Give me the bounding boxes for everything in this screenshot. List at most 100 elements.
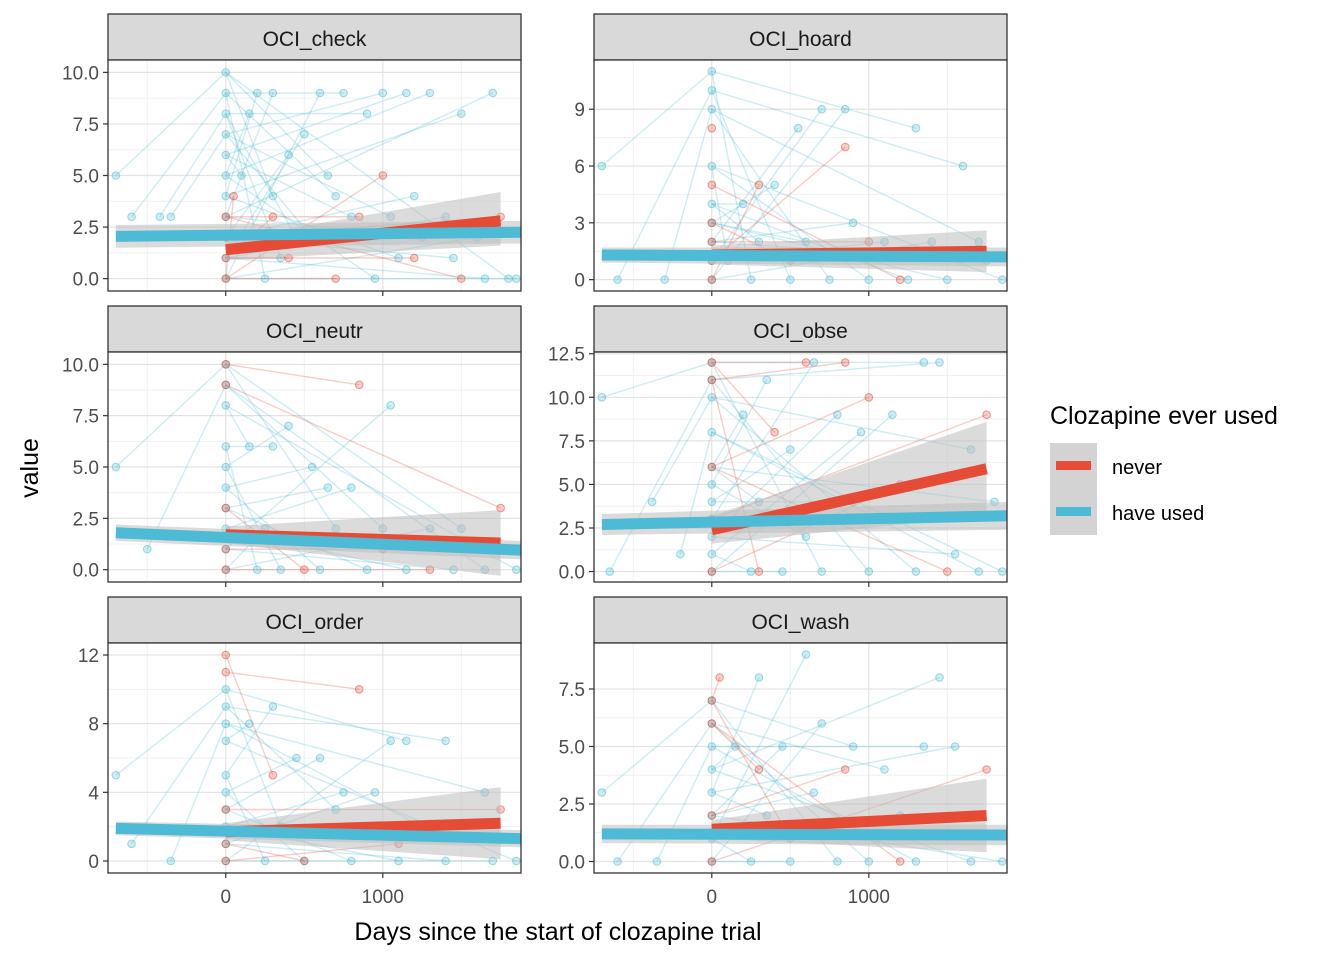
- data-point-have-used: [370, 274, 380, 283]
- legend-label-never: never: [1112, 457, 1162, 479]
- data-point-never: [840, 358, 850, 367]
- data-point-have-used: [935, 673, 944, 682]
- data-point-never: [801, 358, 811, 367]
- y-tick-label: 0: [574, 271, 585, 292]
- trajectory-line-have-used: [115, 71, 227, 177]
- data-point-never: [895, 275, 905, 284]
- data-point-never: [221, 503, 231, 513]
- data-point-never: [707, 719, 717, 728]
- trajectory-line-have-used: [711, 677, 760, 793]
- data-point-have-used: [707, 788, 717, 797]
- trajectory-line-have-used: [115, 688, 227, 776]
- data-point-have-used: [809, 788, 819, 797]
- data-point-never: [299, 856, 309, 866]
- data-point-have-used: [605, 567, 615, 576]
- trajectory-line-have-used: [225, 688, 407, 742]
- y-tick-label: 0.0: [559, 563, 585, 584]
- data-point-have-used: [919, 742, 929, 751]
- data-point-never: [221, 856, 231, 866]
- trajectory-line-have-used: [711, 745, 736, 771]
- y-tick-label: 10.0: [62, 63, 99, 84]
- trajectory-line-have-used: [711, 108, 823, 262]
- trajectory-line-have-used: [225, 113, 250, 176]
- data-point-never: [707, 180, 717, 190]
- y-axis-title: value: [16, 438, 44, 498]
- y-tick-label: 12: [78, 646, 99, 667]
- y-tick-label: 2.5: [73, 509, 99, 530]
- data-point-have-used: [707, 742, 717, 751]
- strip-label-oci-neutr: OCI_neutr: [266, 320, 363, 343]
- strip-oci-order: [107, 596, 522, 644]
- data-point-have-used: [707, 765, 717, 774]
- data-point-have-used: [785, 275, 795, 284]
- data-point-never: [943, 567, 952, 576]
- data-point-have-used: [402, 88, 411, 98]
- x-tick-label: 0: [220, 887, 231, 908]
- y-tick-label: 4: [88, 783, 99, 804]
- data-point-have-used: [402, 736, 411, 746]
- data-point-have-used: [707, 393, 717, 402]
- data-point-never: [221, 274, 231, 283]
- trajectory-line-have-used: [711, 791, 768, 817]
- trajectory-line-have-used: [225, 384, 384, 530]
- strip-label-oci-order: OCI_order: [265, 611, 363, 634]
- data-point-have-used: [958, 161, 968, 171]
- trajectory-line-have-used: [711, 222, 807, 243]
- y-tick-label: 7.5: [73, 407, 99, 428]
- trajectory-line-have-used: [159, 113, 227, 218]
- data-point-never: [221, 667, 231, 677]
- trajectory-line-have-used: [225, 843, 446, 862]
- trajectory-line-never: [711, 361, 846, 381]
- data-point-have-used: [221, 685, 231, 694]
- data-point-never: [707, 237, 717, 247]
- data-point-have-used: [268, 442, 278, 451]
- data-point-have-used: [997, 857, 1007, 866]
- strip-label-oci-check: OCI_check: [263, 28, 367, 51]
- trajectory-line-have-used: [711, 722, 885, 771]
- data-point-have-used: [793, 123, 803, 133]
- x-tick-label: 1000: [848, 887, 890, 908]
- trajectory-line-have-used: [651, 396, 713, 503]
- trend-line-have-used: [601, 828, 1008, 841]
- data-point-have-used: [903, 275, 913, 284]
- y-tick-label: 2.5: [73, 218, 99, 239]
- data-point-have-used: [378, 88, 388, 98]
- data-point-have-used: [409, 191, 419, 201]
- data-point-have-used: [221, 719, 231, 728]
- strip-oci-hoard: [593, 13, 1008, 61]
- trend-line-have-used: [115, 226, 522, 242]
- data-point-have-used: [221, 150, 231, 160]
- data-point-have-used: [825, 275, 834, 284]
- data-point-have-used: [221, 401, 231, 410]
- data-point-never: [707, 567, 717, 576]
- trajectory-line-have-used: [711, 108, 980, 243]
- trajectory-line-have-used: [711, 203, 760, 243]
- data-point-never: [221, 650, 231, 660]
- data-point-have-used: [919, 358, 929, 367]
- data-point-have-used: [660, 275, 669, 284]
- trajectory-line-have-used: [711, 222, 854, 243]
- trajectory-line-never: [225, 384, 501, 509]
- data-point-have-used: [142, 544, 152, 554]
- facet-panels: OCI_check0.02.55.07.510.0OCI_hoard0369OC…: [62, 13, 1008, 908]
- trajectory-line-have-used: [609, 379, 713, 572]
- data-point-never: [221, 839, 231, 849]
- data-point-never: [707, 696, 717, 705]
- trend-line-have-used: [115, 527, 522, 556]
- data-point-have-used: [111, 770, 121, 780]
- trajectory-line-have-used: [130, 706, 227, 845]
- y-tick-label: 7.5: [559, 432, 585, 453]
- data-point-have-used: [166, 856, 176, 866]
- data-point-have-used: [833, 410, 842, 420]
- data-point-have-used: [888, 410, 897, 420]
- data-point-have-used: [746, 567, 756, 576]
- panel-oci-obse: OCI_obse 0.0 2.5 5.0 7.5 10.0 12.5: [548, 305, 1008, 587]
- data-point-have-used: [817, 719, 826, 728]
- y-tick-label: 2.5: [559, 519, 585, 540]
- data-point-have-used: [260, 274, 270, 283]
- data-point-have-used: [449, 253, 458, 263]
- data-point-never: [707, 358, 717, 367]
- x-tick-label: 1000: [362, 887, 404, 908]
- data-point-never: [707, 123, 717, 133]
